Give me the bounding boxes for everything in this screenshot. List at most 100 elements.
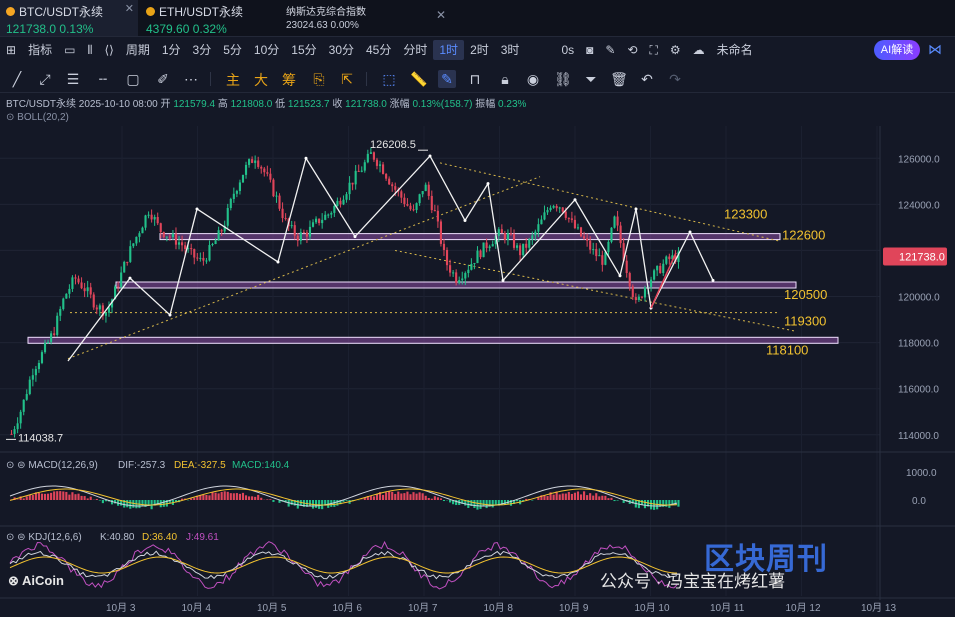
chip-button[interactable]: 筹 — [282, 72, 296, 88]
magnet-icon[interactable]: ⊓ — [469, 71, 481, 87]
interval-45m[interactable]: 45分 — [366, 43, 392, 57]
gear-icon[interactable]: ⚙ — [669, 43, 681, 57]
camera-icon[interactable]: ◙ — [586, 43, 594, 57]
interval-15m[interactable]: 15分 — [291, 43, 317, 57]
x-tick-label: 10月 3 — [106, 602, 136, 614]
redo-icon[interactable]: ↷ — [669, 71, 681, 87]
candle-body — [488, 246, 491, 249]
macd-bar — [223, 491, 226, 500]
copy-icon[interactable]: ⎘ — [313, 71, 325, 87]
unnamed-dropdown[interactable]: 未命名 — [716, 43, 753, 57]
candle-body — [503, 233, 506, 240]
interval-2h[interactable]: 2时 — [470, 43, 489, 57]
big-order-button[interactable]: 大 — [254, 72, 268, 88]
interval-3h[interactable]: 3时 — [500, 43, 520, 57]
tab-nasdaq[interactable]: 纳斯达克综合指数 23024.63 0.00% — [280, 0, 430, 36]
cursor-icon[interactable]: ⇱ — [341, 71, 353, 87]
more-icon[interactable]: ⋯ — [184, 71, 198, 87]
candle-body — [531, 235, 534, 240]
candle-body — [506, 233, 509, 240]
filter-icon[interactable]: ⏷ — [585, 71, 597, 87]
lock-icon[interactable]: 🔒︎ — [501, 71, 509, 87]
macd-bar — [217, 493, 220, 500]
tab-btc[interactable]: BTC/USDT永续 121738.0 0.13% ✕ — [0, 0, 138, 36]
candle-body — [671, 255, 674, 260]
macd-bar — [308, 500, 312, 507]
select-icon[interactable]: ⬚ — [382, 71, 396, 87]
candle-body — [22, 399, 25, 412]
hline-tool-icon[interactable]: ╌ — [98, 71, 108, 87]
candle-body — [394, 186, 397, 190]
candle-body — [500, 229, 503, 234]
close-icon[interactable]: ✕ — [124, 3, 134, 15]
macd-bar — [516, 500, 519, 502]
ruler-icon[interactable]: 📏 — [410, 71, 428, 87]
candle-body — [290, 225, 293, 227]
macd-bar — [491, 500, 494, 508]
share-icon[interactable]: ⋈ — [928, 41, 942, 57]
undo-icon[interactable]: ↶ — [641, 71, 653, 87]
macd-bar — [586, 495, 589, 500]
line-tool-icon[interactable]: ╱ — [12, 71, 22, 87]
candle-body — [165, 236, 168, 238]
macd-bar — [592, 495, 595, 500]
macd-bar — [19, 496, 22, 500]
interval-30m[interactable]: 30分 — [328, 43, 354, 57]
close-icon[interactable]: ✕ — [436, 8, 447, 22]
btc-icon — [6, 7, 15, 16]
grid-icon[interactable]: ⊞ — [6, 43, 17, 57]
replay-icon[interactable]: ⟲ — [627, 43, 638, 57]
parallel-tool-icon[interactable]: ☰ — [66, 71, 80, 87]
candle-body — [369, 152, 372, 154]
zero-s-button[interactable]: 0s — [561, 43, 575, 57]
x-tick-label: 10月 13 — [861, 602, 896, 614]
eye-icon[interactable]: ◉ — [526, 71, 540, 87]
candle-body — [421, 191, 424, 195]
kdj-k: K:40.80 — [100, 532, 135, 543]
brush-icon[interactable]: ✎ — [438, 70, 456, 88]
macd-bar — [391, 491, 394, 500]
candle-body — [604, 252, 607, 265]
candle-body — [248, 159, 251, 165]
candle-body — [147, 214, 150, 216]
rect-tool-icon[interactable]: ▢ — [126, 71, 140, 87]
interval-1h[interactable]: 1时 — [433, 40, 465, 60]
zigzag-vertex — [353, 235, 357, 239]
layout-icon[interactable]: ▭ — [64, 43, 76, 57]
link-icon[interactable]: ⛓ — [554, 71, 572, 87]
interval-3m[interactable]: 3分 — [192, 43, 212, 57]
macd-bar — [260, 497, 263, 500]
candle-body — [83, 288, 86, 292]
macd-bar — [53, 491, 56, 500]
candle-body — [293, 225, 296, 236]
cloud-icon[interactable]: ☁ — [692, 43, 705, 57]
kdj-j: J:49.61 — [186, 532, 219, 543]
period-button[interactable]: 周期 — [125, 43, 150, 57]
interval-5m[interactable]: 5分 — [223, 43, 242, 57]
candle-body — [522, 243, 525, 256]
trash-icon[interactable]: 🗑︎ — [610, 71, 628, 87]
macd-bar — [610, 497, 613, 500]
macd-bar — [89, 496, 92, 500]
candle-body — [461, 278, 464, 281]
main-chart-button[interactable]: 主 — [226, 72, 240, 88]
macd-bar — [607, 498, 610, 500]
indicator-button[interactable]: 指标 — [28, 43, 53, 57]
macd-bar — [369, 495, 372, 500]
interval-10m[interactable]: 10分 — [253, 43, 280, 57]
ray-tool-icon[interactable]: ⤢ — [39, 71, 51, 87]
ai-analysis-button[interactable]: AI解读 — [874, 40, 920, 60]
candle-body — [385, 173, 388, 179]
fullscreen-icon[interactable]: ⛶ — [649, 43, 658, 57]
collapse-icon[interactable]: ⟨⟩ — [104, 43, 114, 57]
pen-tool-icon[interactable]: ✐ — [157, 71, 169, 87]
tab-eth[interactable]: ETH/USDT永续 4379.60 0.32% — [140, 0, 278, 36]
compare-icon[interactable]: ⫴ — [87, 43, 93, 57]
macd-bar — [132, 500, 135, 508]
kdj-d-line — [9, 556, 677, 574]
interval-1m[interactable]: 1分 — [161, 43, 181, 57]
draw-icon[interactable]: ✎ — [605, 43, 616, 57]
candle-body — [601, 255, 604, 265]
interval-timeshare[interactable]: 分时 — [403, 43, 428, 57]
